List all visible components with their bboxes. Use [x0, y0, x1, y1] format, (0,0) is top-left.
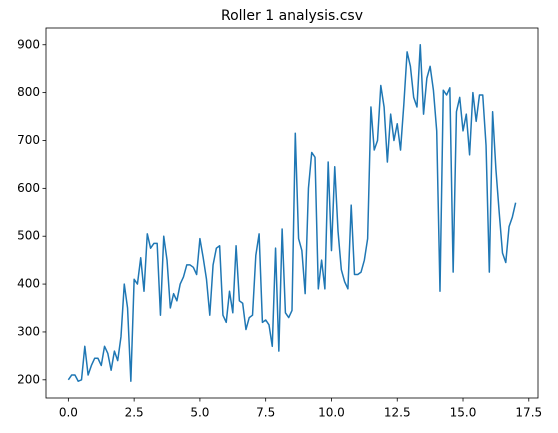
y-tick-label: 200: [17, 372, 40, 386]
x-tick-label: 5.0: [190, 406, 209, 420]
x-tick-label: 12.5: [384, 406, 411, 420]
data-line: [67, 44, 517, 382]
x-tick-label: 0.0: [59, 406, 78, 420]
x-tick-label: 2.5: [125, 406, 144, 420]
x-tick-label: 15.0: [450, 406, 477, 420]
chart-title: Roller 1 analysis.csv: [221, 8, 363, 24]
x-tick-label: 10.0: [318, 406, 345, 420]
x-tick-label: 7.5: [256, 406, 275, 420]
y-tick-label: 500: [17, 229, 40, 243]
x-tick-label: 17.5: [515, 406, 542, 420]
y-tick-label: 700: [17, 133, 40, 147]
y-tick-label: 300: [17, 324, 40, 338]
plot-frame: [45, 27, 539, 399]
y-tick-label: 400: [17, 277, 40, 291]
y-tick-label: 600: [17, 181, 40, 195]
y-tick-label: 800: [17, 85, 40, 99]
y-tick-label: 900: [17, 37, 40, 51]
